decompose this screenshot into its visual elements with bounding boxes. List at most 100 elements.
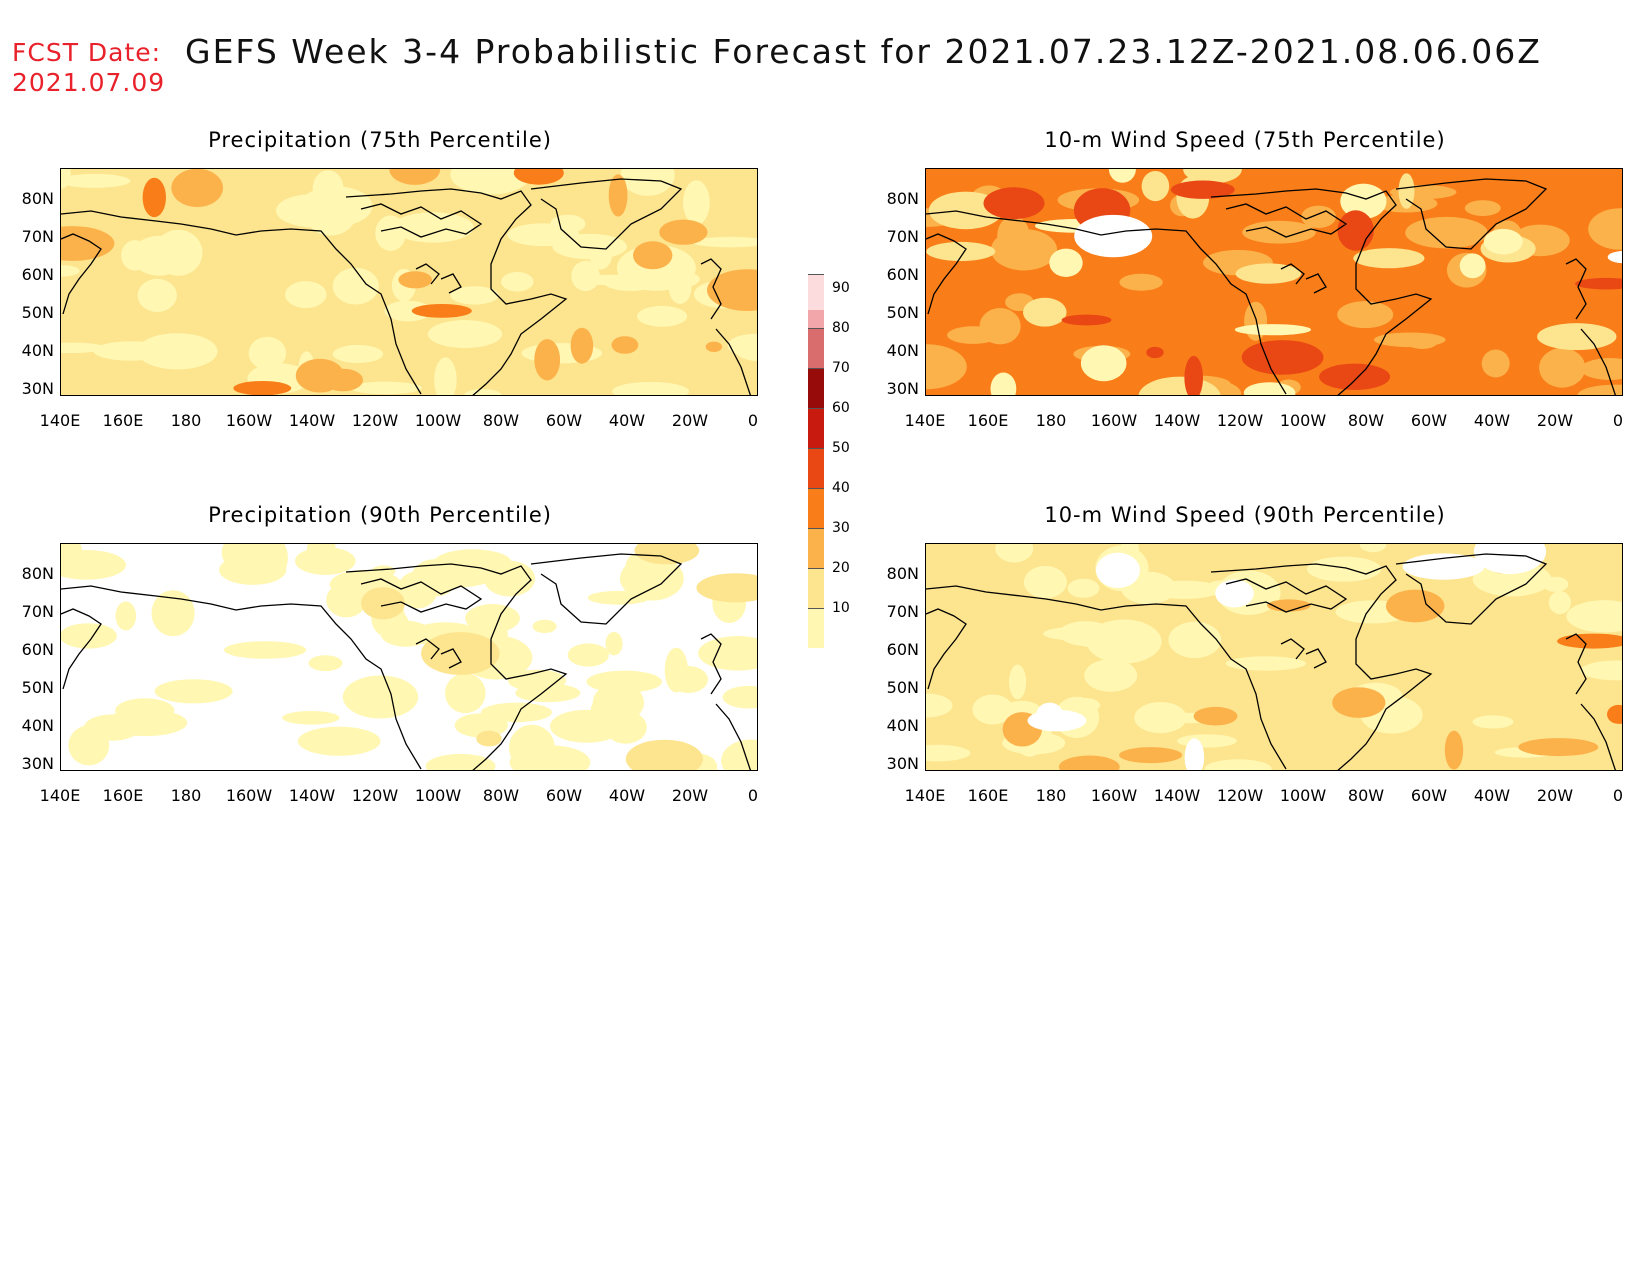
field-contour-blob	[398, 271, 433, 289]
field-contour-blob	[61, 342, 106, 354]
field-contour-blob	[1459, 253, 1486, 279]
field-contour-blob	[608, 174, 628, 217]
field-contour-blob	[61, 550, 126, 580]
lat-tick-label: 50N	[21, 678, 54, 697]
field-contour-blob	[1242, 220, 1316, 244]
field-contour-blob	[1184, 738, 1205, 770]
field-contour-blob	[509, 745, 591, 770]
lat-tick-label: 70N	[21, 602, 54, 621]
field-contour-blob	[308, 655, 343, 672]
lon-tick-label: 160E	[102, 411, 144, 430]
field-contour-blob	[233, 381, 292, 395]
field-contour-blob	[326, 582, 367, 618]
field-contour-blob	[433, 549, 512, 577]
field-contour-blob	[297, 726, 381, 756]
field-contour-blob	[1134, 702, 1187, 734]
colorbar-swatch	[808, 328, 824, 368]
lon-tick-label: 80W	[1347, 786, 1385, 805]
field-contour-blob	[1464, 200, 1501, 216]
field-contour-blob	[285, 281, 327, 309]
field-contour-blob	[1036, 702, 1064, 727]
field-contour-blob	[1069, 698, 1101, 713]
field-contour-blob	[464, 388, 502, 395]
field-contour-blob	[1539, 347, 1586, 388]
field-contour-blob	[1170, 180, 1235, 199]
field-contour-blob	[995, 544, 1034, 563]
field-contour-blob	[983, 187, 1045, 220]
field-contour-blob	[1058, 755, 1120, 770]
lon-tick-label: 160W	[1090, 411, 1138, 430]
field-shading	[926, 544, 1622, 770]
coastline	[926, 553, 1617, 770]
lon-tick-label: 140W	[1153, 786, 1201, 805]
field-contour-blob	[1119, 273, 1163, 291]
field-contour-blob	[990, 372, 1017, 395]
lon-tick-label: 180	[170, 411, 202, 430]
colorbar-swatch	[808, 528, 824, 568]
field-contour-blob	[282, 711, 340, 725]
map-plot	[60, 168, 758, 396]
field-contour-blob	[361, 587, 405, 620]
lon-tick-label: 0	[1612, 411, 1624, 430]
lon-tick-label: 40W	[1473, 786, 1511, 805]
lon-tick-label: 60W	[545, 411, 583, 430]
lat-tick-label: 80N	[886, 564, 919, 583]
lon-tick-label: 180	[170, 786, 202, 805]
field-contour-blob	[389, 169, 441, 185]
colorbar-tick-label: 40	[832, 480, 850, 496]
field-contour-blob	[534, 339, 561, 381]
field-contour-blob	[445, 673, 486, 714]
lon-tick-label: 100W	[414, 411, 462, 430]
field-contour-blob	[696, 573, 757, 603]
lon-tick-label: 20W	[671, 411, 709, 430]
map-plot	[925, 168, 1623, 396]
lon-tick-label: 20W	[1536, 411, 1574, 430]
field-shading	[61, 169, 757, 395]
field-contour-blob	[634, 544, 700, 565]
lon-tick-label: 80W	[482, 411, 520, 430]
field-contour-blob	[1473, 544, 1547, 575]
field-contour-blob	[1234, 324, 1311, 336]
field-contour-blob	[421, 632, 500, 675]
field-contour-blob	[137, 333, 218, 370]
field-contour-blob	[115, 601, 137, 631]
colorbar-tick-label: 60	[832, 400, 850, 416]
field-contour-blob	[1566, 600, 1622, 633]
panel-title: Precipitation (90th Percentile)	[208, 503, 552, 527]
lat-tick-label: 60N	[21, 265, 54, 284]
field-contour-blob	[154, 229, 203, 276]
colorbar-swatch	[808, 448, 824, 488]
panel-title: 10-m Wind Speed (90th Percentile)	[1044, 503, 1446, 527]
field-contour-blob	[349, 381, 422, 395]
lon-tick-label: 60W	[1410, 786, 1448, 805]
field-contour-blob	[926, 744, 971, 762]
field-contour-blob	[637, 305, 688, 327]
field-contour-blob	[371, 565, 396, 577]
lat-tick-label: 80N	[21, 189, 54, 208]
lon-tick-label: 140E	[904, 786, 946, 805]
field-contour-blob	[248, 336, 287, 370]
field-contour-blob	[332, 267, 379, 305]
field-contour-blob	[1241, 340, 1324, 375]
panel-title: Precipitation (75th Percentile)	[208, 128, 552, 152]
field-contour-blob	[137, 278, 177, 312]
field-contour-blob	[1023, 565, 1067, 599]
field-contour-blob	[997, 215, 1030, 256]
field-contour-blob	[1183, 169, 1242, 184]
field-contour-blob	[620, 169, 675, 196]
colorbar-swatch	[808, 274, 824, 310]
field-contour-blob	[1009, 664, 1027, 700]
field-contour-blob	[947, 326, 999, 344]
lat-tick-label: 40N	[21, 716, 54, 735]
lon-tick-label: 140W	[288, 786, 336, 805]
field-contour-blob	[1577, 384, 1622, 395]
lat-tick-label: 70N	[886, 227, 919, 246]
colorbar-legend: 10 20 30 40 50 60 70 80 90	[808, 270, 888, 690]
field-contour-blob	[323, 368, 363, 392]
field-contour-blob	[224, 641, 307, 659]
field-contour-blob	[1193, 706, 1238, 726]
map-plot	[925, 543, 1623, 771]
lon-tick-label: 160W	[225, 786, 273, 805]
field-contour-blob	[1444, 730, 1464, 770]
lon-tick-label: 160E	[967, 786, 1009, 805]
